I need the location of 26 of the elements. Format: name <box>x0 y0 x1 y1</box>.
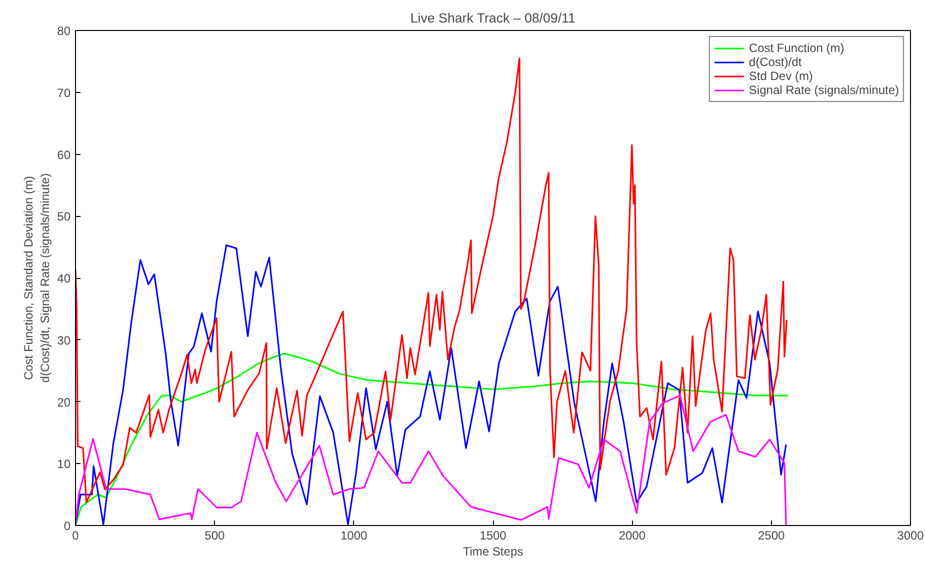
chart-title: Live Shark Track – 08/09/11 <box>410 10 576 26</box>
x-tick-label: 2000 <box>618 528 646 542</box>
y-tick-label: 80 <box>57 24 71 38</box>
y-tick-label: 60 <box>57 148 71 162</box>
y-tick-label: 40 <box>57 272 71 286</box>
legend-label: d(Cost)/dt <box>748 55 802 69</box>
x-tick-label: 1000 <box>340 528 368 542</box>
y-tick-label: 0 <box>64 519 71 533</box>
x-tick-label: 500 <box>204 528 226 542</box>
y-tick-label: 10 <box>57 457 71 472</box>
y-tick-label: 20 <box>57 395 71 410</box>
x-tick-label: 1500 <box>480 528 507 542</box>
line-series <box>76 352 789 526</box>
x-tick-label: 3000 <box>897 528 924 542</box>
y-axis-title: Cost Function, Standard Deviation (m) d(Cost)/dt, Signal Rate (signals/minute) <box>21 173 52 383</box>
line-series <box>76 244 787 526</box>
legend-label: Signal Rate (signals/minute) <box>748 83 899 97</box>
x-tick-label: 2500 <box>758 528 786 542</box>
line-series <box>76 394 787 526</box>
y-tick-label: 70 <box>57 86 71 100</box>
x-axis-title: Time Steps <box>462 544 524 558</box>
legend-label: Std Dev (m) <box>748 69 813 83</box>
legend-label: Cost Function (m) <box>748 41 844 55</box>
x-tick-label: 0 <box>72 528 80 542</box>
y-tick-label: 50 <box>57 210 71 224</box>
y-tick-label: 30 <box>57 333 71 348</box>
